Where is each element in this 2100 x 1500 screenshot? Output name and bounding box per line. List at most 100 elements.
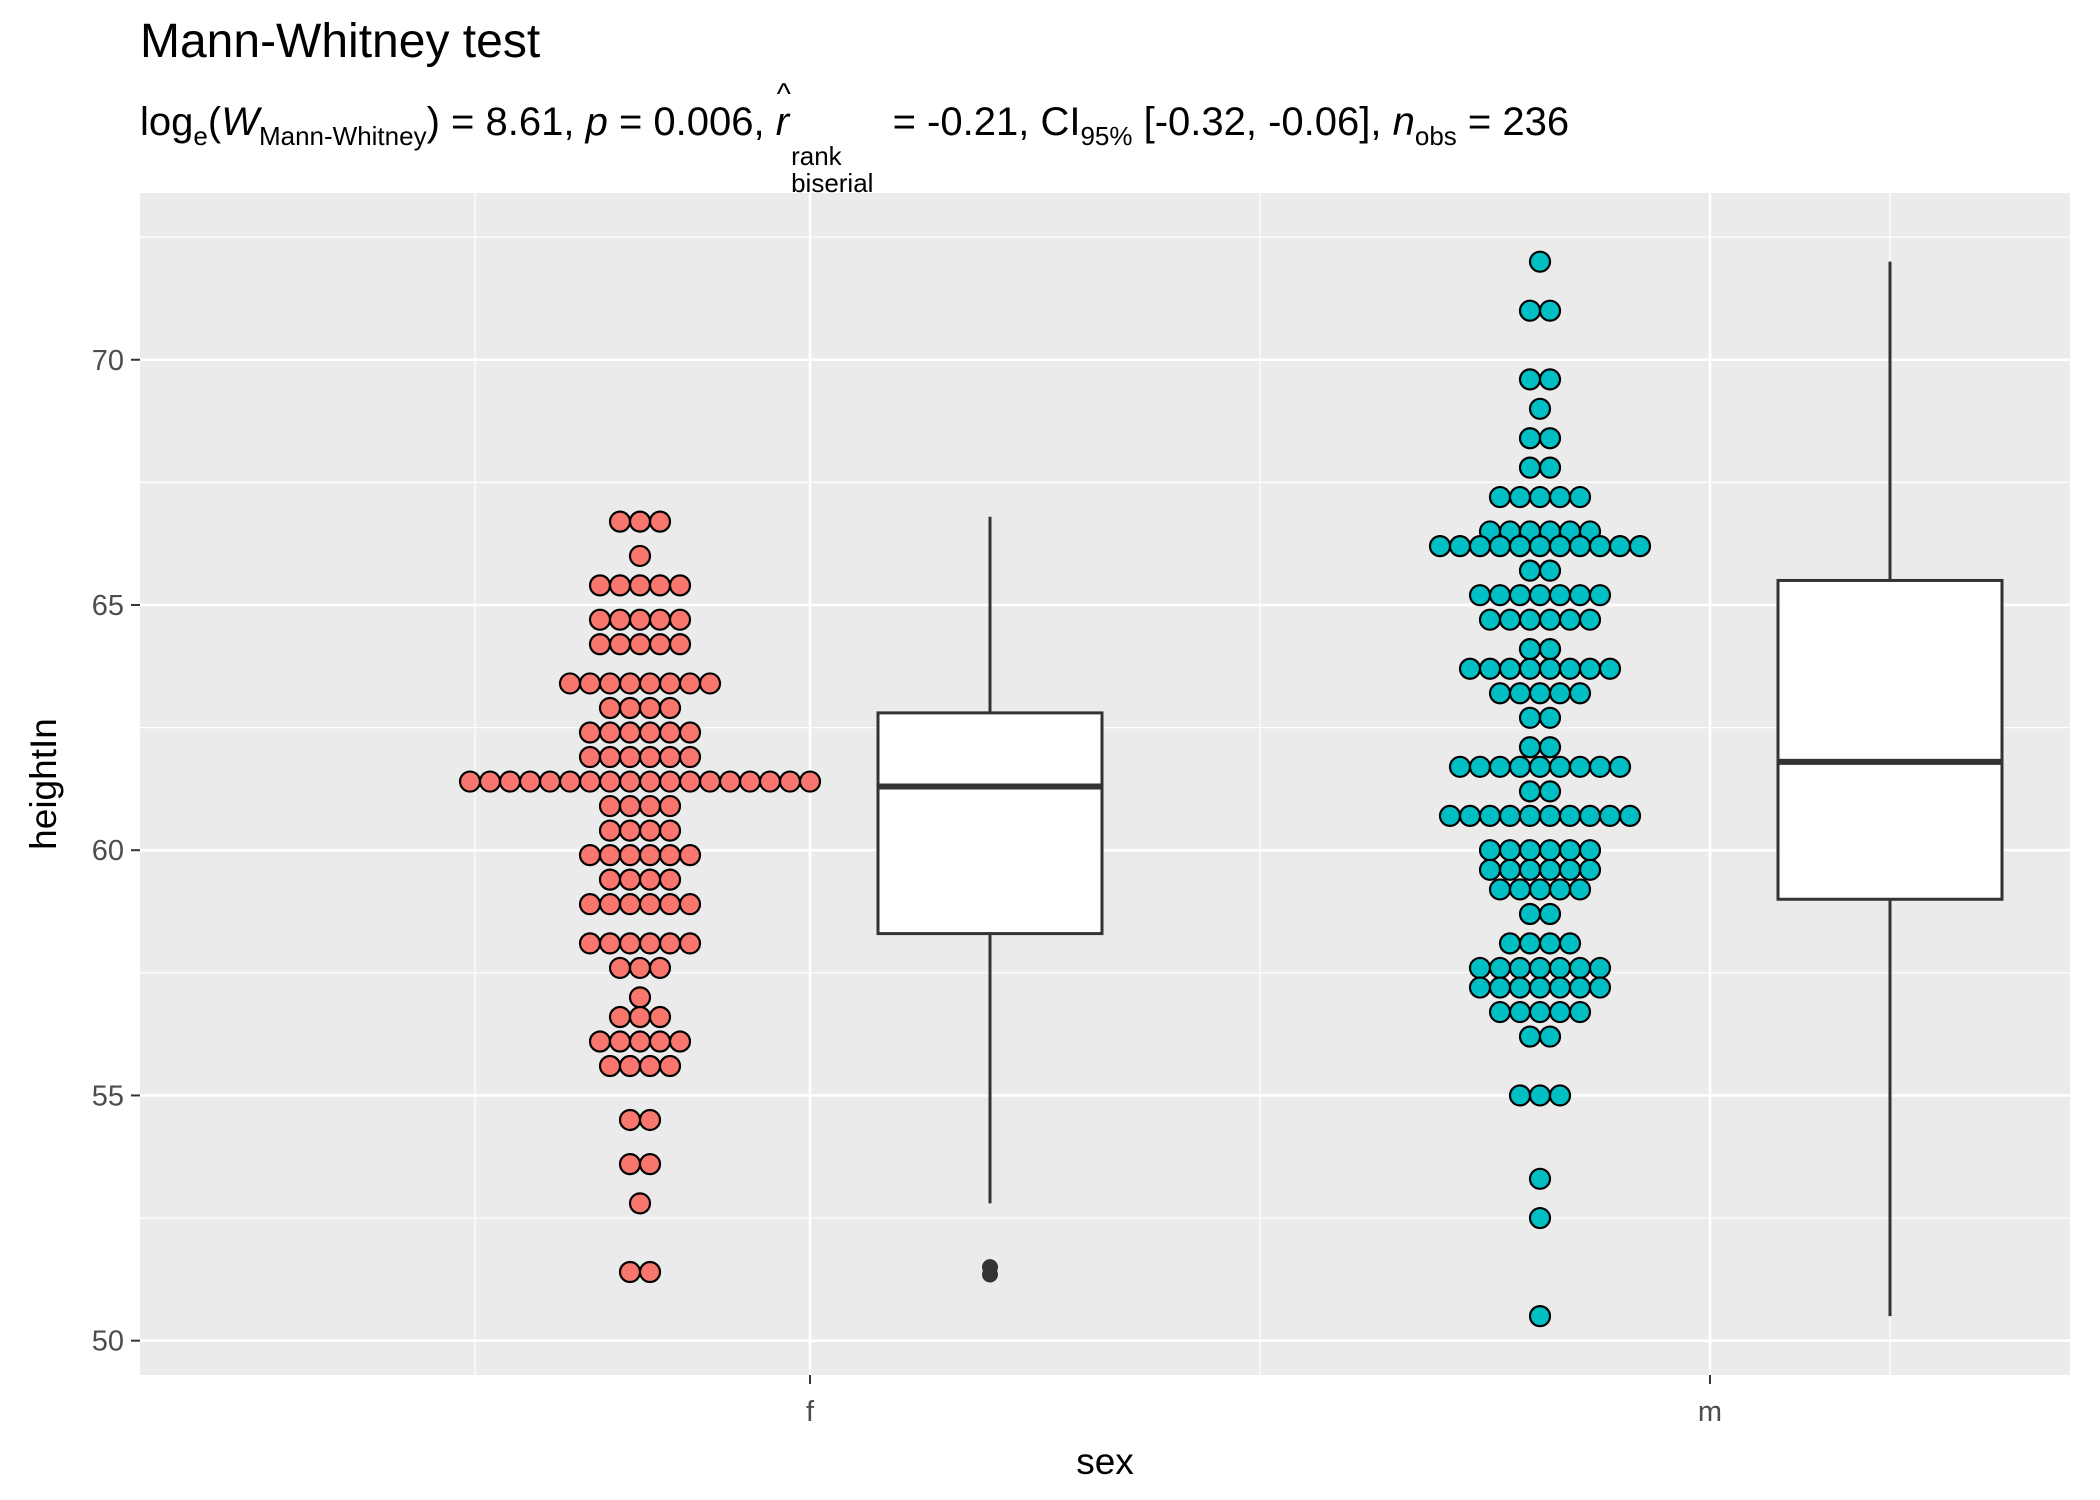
dot-m	[1498, 608, 1522, 631]
subtitle-log-base: e	[193, 121, 208, 151]
subtitle-r: r	[776, 78, 791, 145]
dot-f	[658, 932, 682, 955]
dot-f	[598, 696, 622, 720]
dot-m	[1528, 397, 1552, 420]
dot-m	[1508, 878, 1532, 901]
dot-f	[658, 721, 682, 744]
dot-m	[1588, 976, 1612, 999]
dot-f	[648, 574, 672, 597]
dot-m	[1538, 368, 1562, 391]
dot-m	[1528, 584, 1552, 607]
dot-f	[638, 794, 662, 818]
dot-f	[628, 574, 652, 597]
dot-m	[1528, 1167, 1552, 1190]
dot-f	[598, 819, 622, 842]
dot-f	[658, 1054, 682, 1078]
dot-m	[1488, 976, 1512, 999]
dot-m	[1528, 1000, 1552, 1024]
dot-f	[598, 745, 622, 769]
dot-f	[678, 893, 702, 916]
dot-m	[1538, 559, 1562, 582]
y-tick-label: 60	[92, 835, 124, 867]
dot-f	[598, 844, 622, 867]
dot-f	[658, 770, 682, 793]
dot-f	[758, 770, 782, 793]
dot-m	[1508, 584, 1532, 607]
x-axis-label: sex	[1076, 1441, 1134, 1482]
dot-m	[1538, 427, 1562, 450]
dot-m	[1528, 485, 1552, 509]
dot-f	[668, 633, 692, 656]
dot-f	[588, 608, 612, 631]
dot-m	[1518, 932, 1542, 955]
dot-m	[1558, 804, 1582, 827]
boxplot-box-f	[876, 711, 1104, 936]
dot-m	[1538, 299, 1562, 322]
subtitle-paren-open: (	[207, 100, 222, 144]
subtitle-w-sub: Mann-Whitney	[258, 121, 427, 151]
dot-f	[628, 986, 652, 1009]
dot-m	[1558, 839, 1582, 862]
dot-m	[1468, 755, 1492, 778]
dot-m	[1568, 485, 1592, 509]
dot-m	[1568, 1000, 1592, 1024]
dot-m	[1548, 755, 1572, 778]
chart-subtitle: loge(WMann-Whitney) = 8.61, p = 0.006, r…	[140, 78, 1569, 197]
dot-f	[608, 1005, 632, 1029]
dot-f	[638, 932, 662, 955]
dot-m	[1538, 736, 1562, 759]
dot-m	[1588, 755, 1612, 778]
dot-m	[1518, 736, 1542, 759]
dot-m	[1538, 657, 1562, 680]
dot-f	[648, 956, 672, 980]
subtitle-log: log	[140, 100, 194, 144]
dot-f	[678, 770, 702, 793]
dot-m	[1608, 755, 1632, 778]
dot-f	[608, 633, 632, 656]
dot-m	[1538, 638, 1562, 661]
dot-m	[1588, 956, 1612, 980]
dot-m	[1618, 804, 1642, 827]
dot-m	[1478, 657, 1502, 680]
subtitle-paren-close: )	[426, 100, 440, 144]
dot-m	[1538, 1025, 1562, 1048]
dot-m	[1558, 858, 1582, 881]
dot-f	[478, 770, 502, 793]
dot-m	[1568, 956, 1592, 980]
dot-m	[1568, 755, 1592, 778]
dot-m	[1498, 839, 1522, 862]
dot-f	[638, 745, 662, 769]
y-tick-label: 70	[92, 345, 124, 377]
dot-f	[458, 770, 482, 793]
dot-f	[658, 672, 682, 695]
dot-f	[538, 770, 562, 793]
dot-m	[1538, 706, 1562, 729]
dot-m	[1588, 535, 1612, 558]
subtitle-w: W	[221, 100, 259, 144]
dot-f	[618, 1260, 642, 1284]
dot-m	[1558, 932, 1582, 955]
dot-m	[1488, 956, 1512, 980]
dot-m	[1578, 608, 1602, 631]
dot-f	[628, 633, 652, 656]
dot-f	[608, 574, 632, 597]
dot-f	[558, 770, 582, 793]
dot-m	[1458, 657, 1482, 680]
dot-f	[578, 770, 602, 793]
dot-m	[1568, 878, 1592, 901]
dot-m	[1498, 932, 1522, 955]
dot-f	[598, 770, 622, 793]
dot-f	[698, 672, 722, 695]
dot-m	[1598, 657, 1622, 680]
dot-f	[618, 1108, 642, 1132]
dot-m	[1538, 932, 1562, 955]
dot-f	[648, 608, 672, 631]
dot-m	[1478, 858, 1502, 881]
dot-m	[1508, 485, 1532, 509]
dot-f	[798, 770, 822, 793]
dot-m	[1438, 804, 1462, 827]
dot-f	[658, 794, 682, 818]
dot-f	[598, 868, 622, 891]
dot-m	[1528, 1084, 1552, 1107]
